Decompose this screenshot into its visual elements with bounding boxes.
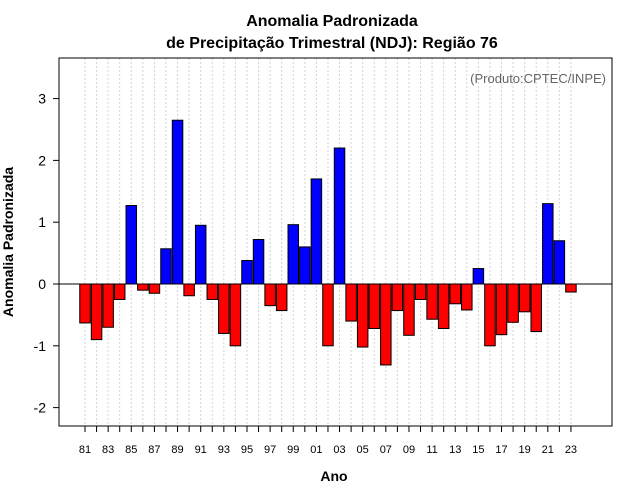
x-tick-label: 19: [519, 444, 531, 456]
bar-2006: [368, 283, 380, 329]
y-axis: -2 -1 0 1 2 3: [34, 91, 59, 416]
bar-1982: [90, 283, 103, 341]
bar-2013: [449, 283, 461, 305]
bar-1990: [183, 283, 195, 297]
bar-2015: [472, 268, 485, 285]
bar-2017: [495, 283, 508, 336]
bar-2022: [553, 240, 566, 285]
x-tick-label: 13: [449, 444, 461, 456]
x-tick-label: 17: [495, 444, 507, 456]
y-tick-label: 0: [38, 276, 46, 292]
x-tick-label: 83: [102, 444, 114, 456]
x-tick-label: 03: [333, 444, 345, 456]
y-tick-label: -1: [34, 338, 47, 354]
bar-1988: [160, 248, 172, 285]
bar-2019: [518, 283, 531, 313]
bars: [79, 119, 577, 366]
bar-1999: [287, 224, 300, 285]
source-label: (Produto:CPTEC/INPE): [470, 71, 606, 86]
x-tick-label: 11: [426, 444, 437, 456]
chart-subtitle: de Precipitação Trimestral (NDJ): Região…: [166, 35, 498, 52]
x-tick-label: 07: [380, 444, 392, 456]
bar-2001: [310, 178, 323, 285]
plot-frame: [58, 57, 613, 427]
bar-2005: [356, 283, 369, 348]
bar-2008: [391, 283, 404, 312]
bar-1981: [79, 283, 91, 324]
bar-2009: [403, 283, 415, 336]
x-tick-label: 91: [195, 444, 207, 456]
bar-2007: [380, 283, 392, 366]
x-tick-label: 85: [125, 444, 137, 456]
x-tick-label: 01: [310, 444, 322, 456]
bar-2011: [426, 283, 438, 320]
bar-2010: [414, 283, 427, 300]
y-tick-label: -2: [34, 400, 47, 416]
bar-1992: [206, 283, 219, 300]
y-tick-label: 2: [38, 152, 46, 168]
x-tick-label: 09: [403, 444, 415, 456]
x-axis: 81 83 85 87 89 91 93 95 97 99 01 03 05 07 09 11 13 15 17 19…: [79, 426, 577, 456]
bar-2014: [461, 283, 473, 311]
x-tick-label: 89: [171, 444, 183, 456]
x-tick-label: 95: [241, 444, 253, 456]
bar-1983: [102, 283, 114, 328]
bar-2020: [530, 283, 542, 333]
chart-title: Anomalia Padronizada: [246, 13, 418, 30]
x-tick-label: 93: [218, 444, 230, 456]
bar-1994: [229, 283, 242, 347]
x-tick-label: 97: [264, 444, 276, 456]
bar-1986: [137, 283, 149, 291]
bar-1989: [171, 119, 184, 285]
bar-2021: [542, 203, 554, 285]
bar-1991: [194, 224, 207, 285]
bar-2003: [333, 147, 346, 285]
bar-2016: [484, 283, 496, 347]
x-axis-title: Ano: [320, 468, 347, 484]
bar-1997: [264, 283, 276, 307]
bar-1984: [113, 283, 126, 300]
x-tick-label: 15: [472, 444, 484, 456]
bar-2023: [565, 283, 577, 293]
x-tick-label: 81: [79, 444, 91, 456]
bar-1987: [148, 283, 161, 294]
bar-2018: [507, 283, 519, 323]
bar-2004: [345, 283, 357, 322]
y-tick-label: 1: [38, 214, 46, 230]
bar-2000: [299, 246, 311, 285]
x-tick-label: 23: [565, 444, 577, 456]
bar-1996: [252, 239, 265, 285]
y-tick-label: 3: [38, 91, 46, 107]
gridlines: [84, 58, 572, 426]
x-tick-label: 05: [357, 444, 369, 456]
x-tick-label: 21: [542, 444, 554, 456]
bar-1998: [275, 283, 288, 312]
x-tick-label: 87: [148, 444, 160, 456]
y-axis-title: Anomalia Padronizada: [0, 167, 16, 317]
bar-1985: [125, 205, 138, 285]
bar-1993: [218, 283, 230, 334]
bar-2002: [322, 283, 334, 347]
x-tick-label: 99: [287, 444, 299, 456]
bar-2012: [437, 283, 450, 329]
bar-1995: [241, 260, 253, 285]
